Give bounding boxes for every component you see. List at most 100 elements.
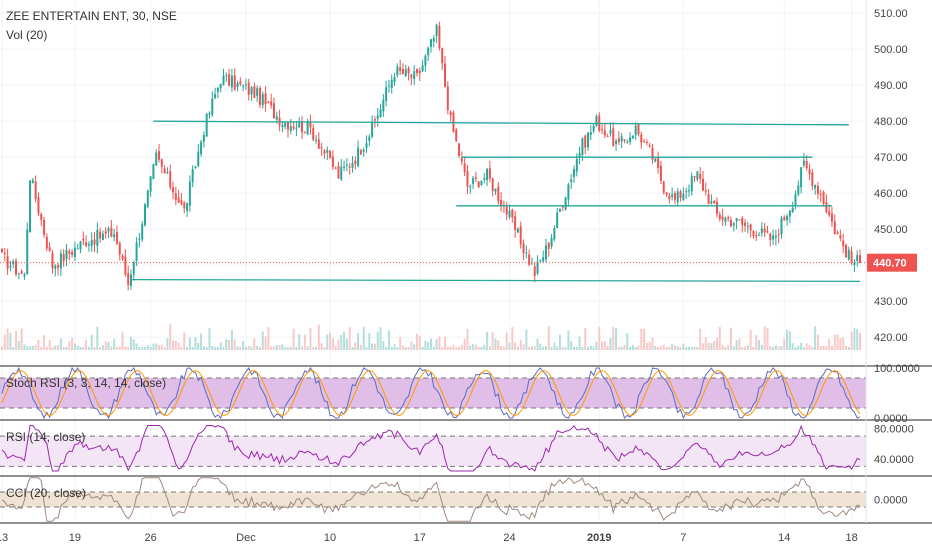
price-candle: [530, 263, 533, 265]
price-candle: [816, 185, 819, 195]
volume-bar: [536, 338, 539, 350]
volume-bar: [724, 346, 727, 350]
price-candle: [494, 188, 497, 192]
price-candle: [783, 216, 786, 221]
price-tick-label: 450.00: [874, 224, 908, 236]
price-candle: [853, 262, 856, 265]
price-candle: [351, 162, 354, 168]
price-candle: [519, 226, 522, 245]
price-candle: [659, 165, 662, 181]
price-candle: [539, 260, 542, 262]
price-candle: [357, 147, 360, 166]
volume-bar: [267, 327, 270, 350]
price-candle: [811, 172, 814, 186]
price-candle: [466, 171, 469, 187]
volume-bar: [166, 338, 169, 350]
price-candle: [144, 204, 146, 226]
price-candle: [716, 201, 718, 214]
volume-bar: [564, 346, 567, 350]
price-candle: [107, 228, 110, 232]
volume-bar: [850, 331, 853, 350]
volume-bar: [629, 346, 632, 350]
volume-bar: [26, 346, 29, 350]
price-candle: [197, 151, 200, 166]
volume-bar: [567, 330, 570, 350]
price-candle: [9, 266, 12, 268]
price-candle: [850, 251, 853, 263]
cci-pane[interactable]: [0, 477, 866, 522]
volume-bar: [424, 340, 427, 350]
price-candle: [856, 255, 859, 261]
volume-bar: [477, 347, 480, 350]
volume-bar: [138, 346, 141, 350]
volume-bar: [735, 340, 738, 350]
price-candle: [113, 234, 116, 238]
price-candle: [20, 270, 23, 274]
volume-bar: [244, 346, 247, 350]
volume-bar: [657, 346, 660, 350]
price-candle: [830, 213, 833, 222]
time-tick-label: 18: [845, 532, 857, 544]
volume-bar: [455, 346, 458, 350]
volume-bar: [284, 346, 287, 350]
volume-bar: [225, 339, 228, 350]
volume-bar: [786, 329, 789, 350]
volume-bar: [410, 341, 413, 350]
price-candle: [200, 141, 203, 154]
price-candle: [474, 177, 477, 179]
volume-bar: [295, 346, 298, 350]
volume-bar: [441, 346, 444, 350]
price-candle: [819, 193, 822, 195]
price-candle: [62, 254, 65, 262]
price-candle: [685, 191, 688, 193]
rsi-pane[interactable]: [0, 424, 866, 472]
price-candle: [244, 84, 247, 86]
volume-bar: [575, 346, 578, 350]
volume-bar: [390, 346, 393, 350]
volume-bar: [23, 344, 26, 350]
price-tick-label: 500.00: [874, 44, 908, 56]
volume-bar: [744, 346, 747, 350]
volume-bar: [343, 331, 346, 350]
volume-bar: [258, 346, 261, 350]
price-candle: [149, 176, 152, 192]
volume-bar: [497, 340, 500, 350]
volume-bar: [772, 346, 775, 350]
volume-bar: [763, 326, 766, 350]
price-tick-label: 460.00: [874, 188, 908, 200]
volume-bar: [6, 328, 9, 350]
price-candle: [486, 168, 489, 181]
volume-bar: [615, 328, 618, 350]
price-candle: [651, 147, 654, 160]
price-candle: [379, 109, 382, 118]
stoch-rsi-line: [1, 366, 861, 420]
volume-bar: [620, 346, 623, 350]
volume-bar: [788, 331, 791, 350]
volume-bar: [177, 342, 180, 350]
price-candle: [410, 74, 413, 78]
price-candle: [158, 151, 161, 160]
price-candle: [160, 159, 163, 167]
pane-separators[interactable]: [0, 0, 932, 524]
volume-bar: [326, 334, 329, 350]
price-candle: [859, 255, 861, 263]
price-candle: [320, 147, 323, 149]
volume-bar: [101, 345, 104, 350]
price-candle: [135, 242, 138, 261]
volume-bar: [233, 339, 236, 350]
price-candle: [208, 112, 211, 115]
price-candle: [438, 25, 441, 48]
volume-bar: [561, 346, 564, 350]
price-candle: [550, 237, 553, 247]
volume-bar: [340, 335, 343, 350]
volume-bar: [301, 346, 304, 350]
price-candle: [334, 167, 337, 169]
volume-bar: [842, 337, 845, 350]
volume-bar: [631, 345, 634, 350]
volume-bar: [500, 345, 503, 350]
volume-bar: [797, 345, 800, 350]
volume-bar: [379, 327, 382, 350]
price-pane[interactable]: [0, 21, 866, 291]
stoch-rsi-pane[interactable]: [0, 366, 866, 420]
